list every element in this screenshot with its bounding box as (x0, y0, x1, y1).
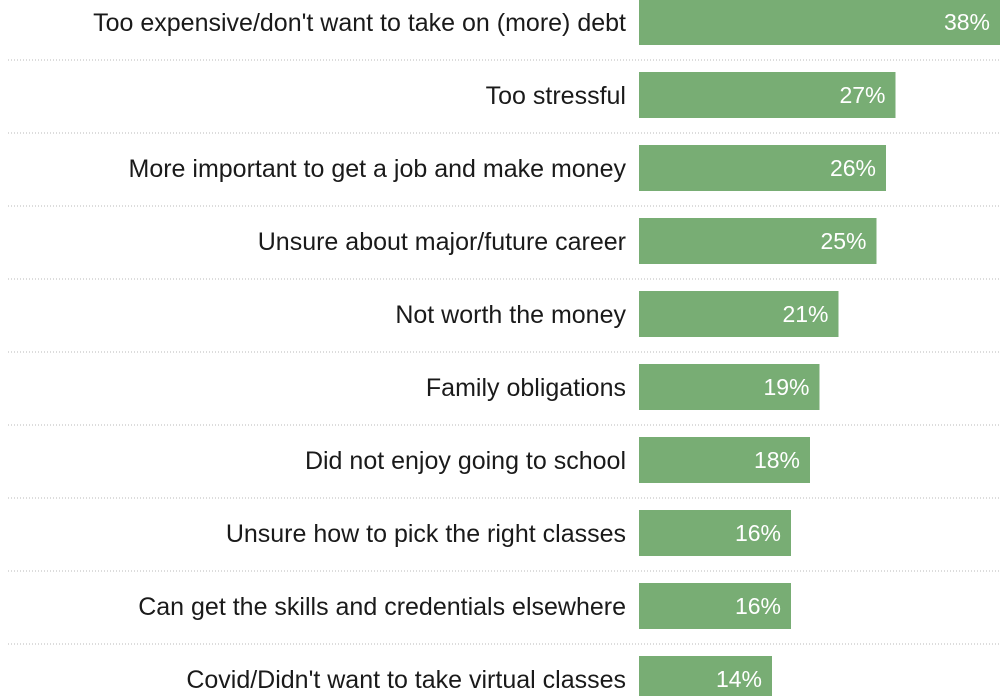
bar-group (639, 0, 1000, 696)
row-dividers (8, 59, 1000, 645)
category-label: Covid/Didn't want to take virtual classe… (186, 666, 626, 694)
bar (639, 364, 820, 410)
value-label: 25% (820, 228, 866, 254)
bar (639, 145, 886, 191)
value-label: 18% (754, 447, 800, 473)
value-label: 21% (782, 301, 828, 327)
value-label: 38% (944, 9, 990, 35)
value-label: 14% (716, 666, 762, 692)
bar (639, 656, 772, 696)
category-label: Unsure how to pick the right classes (226, 520, 626, 548)
category-label: Can get the skills and credentials elsew… (138, 593, 626, 621)
bar (639, 72, 896, 118)
value-label: 26% (830, 155, 876, 181)
value-label: 27% (839, 82, 885, 108)
bar (639, 510, 791, 556)
category-label: More important to get a job and make mon… (129, 155, 627, 183)
bar (639, 218, 877, 264)
category-label: Too stressful (486, 82, 626, 110)
bar (639, 291, 839, 337)
value-labels: 38% 27% 26% 25% 21% 19% 18% 16% 16% 14% (716, 9, 990, 692)
category-label: Not worth the money (395, 301, 626, 329)
value-label: 19% (763, 374, 809, 400)
category-label: Did not enjoy going to school (305, 447, 626, 475)
value-label: 16% (735, 520, 781, 546)
category-label: Family obligations (426, 374, 626, 402)
bar (639, 437, 810, 483)
category-label: Too expensive/don't want to take on (mor… (93, 9, 626, 37)
bar (639, 583, 791, 629)
category-labels: Too expensive/don't want to take on (mor… (93, 9, 626, 694)
value-label: 16% (735, 593, 781, 619)
category-label: Unsure about major/future career (258, 228, 626, 256)
bar (639, 0, 1000, 45)
